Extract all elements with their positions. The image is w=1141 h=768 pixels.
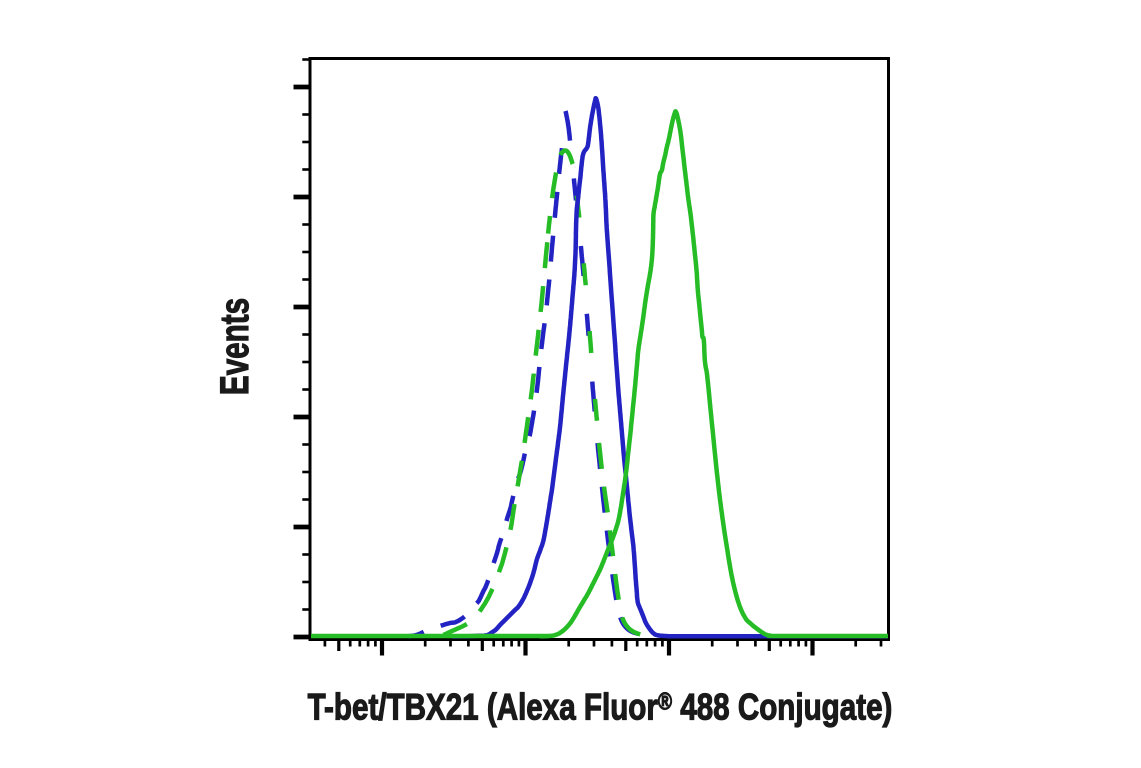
svg-text:Events: Events	[213, 298, 257, 395]
svg-text:T-bet/TBX21 (Alexa Fluor® 488: T-bet/TBX21 (Alexa Fluor® 488 Conjugate)	[308, 687, 893, 728]
